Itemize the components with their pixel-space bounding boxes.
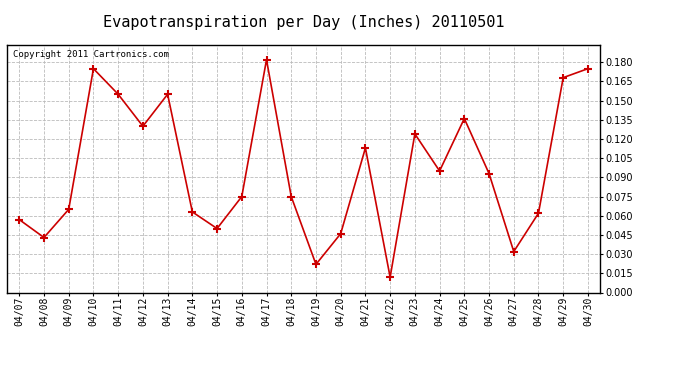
Text: Copyright 2011 Cartronics.com: Copyright 2011 Cartronics.com [13,50,169,59]
Text: Evapotranspiration per Day (Inches) 20110501: Evapotranspiration per Day (Inches) 2011… [103,15,504,30]
